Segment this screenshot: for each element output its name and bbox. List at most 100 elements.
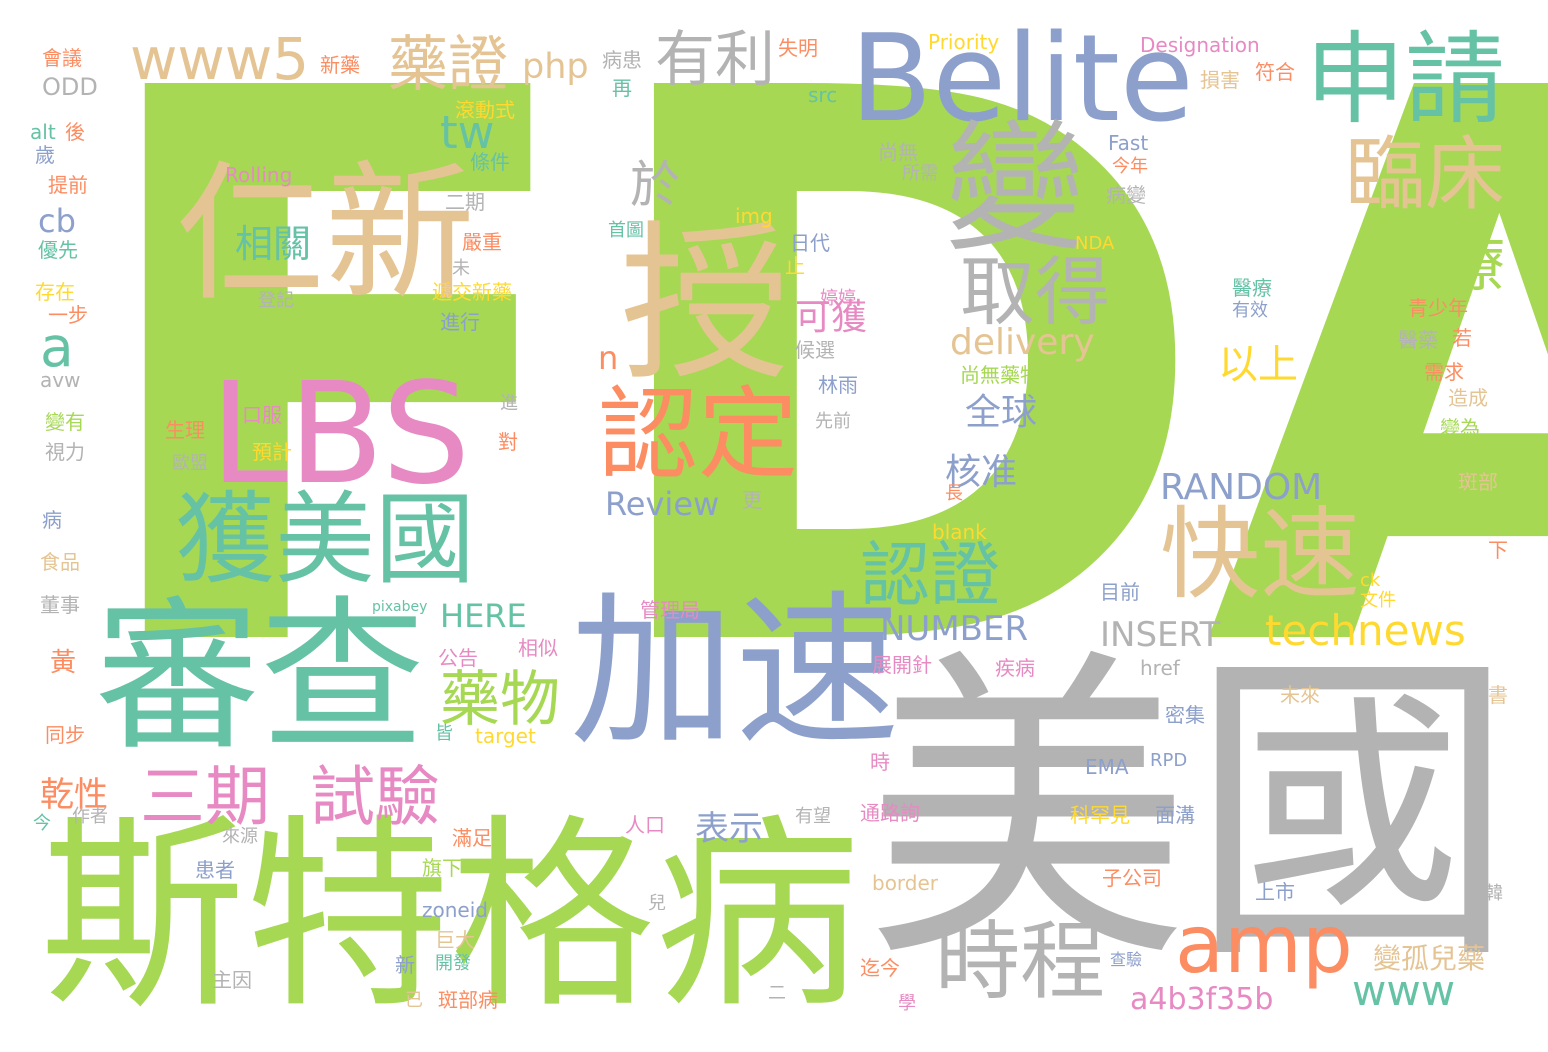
word-disease: 病 [42, 508, 62, 532]
word-random: RANDOM [1160, 467, 1323, 508]
word-obtain: 取得 [960, 248, 1111, 336]
word-again: 再 [612, 76, 632, 100]
word-become-have: 變有 [45, 410, 85, 434]
word-already: 已 [405, 990, 423, 1011]
word-bian: 變 [945, 108, 1086, 271]
word-so-far: 迄今 [860, 956, 900, 980]
word-rare: 科罕見 [1070, 803, 1130, 827]
word-below: 下 [1488, 538, 1508, 562]
word-fast-en: Fast [1108, 131, 1149, 155]
word-tingting: 婷婷 [820, 288, 856, 309]
word-two: 二 [768, 983, 786, 1004]
word-author: 作者 [72, 806, 108, 827]
word-pharma: 醫藥 [1398, 328, 1438, 352]
word-condition: 條件 [470, 150, 510, 174]
word-develop: 開發 [435, 953, 471, 974]
word-launch: 展開針 [872, 653, 932, 677]
word-oral: 口服 [242, 403, 282, 427]
word-new: 新 [395, 953, 415, 977]
word-timeline: 時程 [935, 913, 1106, 1012]
word-similar: 相似 [518, 636, 558, 660]
word-drug-license: 藥證 [388, 30, 508, 100]
word-one-step: 一步 [48, 303, 88, 327]
word-subsidiary: 旗下 [422, 856, 462, 880]
word-damage: 損害 [1200, 68, 1240, 92]
word-apply: 申請 [1305, 21, 1505, 138]
word-stop: 止 [785, 254, 805, 278]
word-recognize: 認定 [598, 376, 798, 493]
word-insert: INSERT [1100, 615, 1221, 655]
word-previous: 先前 [815, 411, 851, 432]
word-future: 未來 [1280, 683, 1320, 707]
word-priority-zh: 優先 [38, 238, 78, 262]
word-population: 人口 [625, 813, 665, 837]
word-express: 表示 [695, 809, 763, 849]
word-illness: 疾病 [995, 656, 1035, 680]
word-dry: 乾性 [40, 775, 108, 815]
word-admin: 管理局 [640, 598, 700, 622]
word-teen: 青少年 [1408, 296, 1468, 320]
word-macula: 斑部 [1458, 470, 1498, 494]
word-www5: www5 [130, 25, 310, 93]
word-document: 文件 [1360, 590, 1396, 611]
word-meet: 符合 [1255, 60, 1295, 84]
word-patients: 病患 [602, 48, 642, 72]
word-cb: cb [38, 202, 76, 240]
word-facing: 面溝 [1155, 803, 1195, 827]
word-fda: FDA [75, 0, 1548, 817]
word-obtainable: 可獲 [795, 297, 868, 338]
word-here: HERE [440, 597, 527, 635]
word-accelerate: 加速 [570, 576, 900, 768]
word-proceed: 進行 [440, 310, 480, 334]
word-priority: Priority [928, 30, 1000, 54]
word-rpd: RPD [1150, 750, 1188, 771]
word-food: 食品 [40, 550, 80, 574]
word-long: 長 [945, 483, 963, 504]
word-avw: avw [40, 368, 81, 392]
word-technews: technews [1265, 606, 1466, 655]
word-estimate: 預計 [252, 440, 292, 464]
word-candidate: 候選 [795, 338, 835, 362]
word-tw: tw [440, 106, 495, 159]
word-yu: 於 [630, 156, 680, 214]
word-grant: 授 [620, 206, 791, 404]
word-currently: 目前 [1100, 580, 1140, 604]
word-zoneid: zoneid [422, 898, 488, 922]
word-designation: Designation [1140, 33, 1260, 57]
word-huang: 黃 [50, 648, 77, 678]
word-child: 兒 [648, 893, 666, 914]
word-new-drug: 新藥 [320, 53, 360, 77]
word-all: 皆 [435, 723, 453, 744]
word-main-cause: 主因 [212, 968, 252, 992]
word-delivery: delivery [950, 322, 1095, 363]
word-huge: 巨大 [435, 928, 475, 952]
word-pixabey: pixabey [372, 599, 428, 615]
word-phase3: 三期 [140, 760, 271, 835]
word-channel: 通路詢 [860, 801, 920, 825]
word-register: 登記 [258, 290, 294, 311]
word-announce: 公告 [438, 646, 478, 670]
word-orphan-drug: 變孤兒藥 [1373, 942, 1486, 975]
word-favorable: 有利 [655, 25, 775, 95]
word-sync: 同步 [45, 723, 85, 747]
word-macular: 斑部病 [438, 988, 498, 1012]
word-review: 審查 [95, 581, 425, 773]
word-enter: 進 [500, 393, 518, 414]
word-physiology: 生理 [165, 418, 205, 442]
word-trial: 試驗 [310, 760, 441, 835]
word-medical: 醫療 [1232, 276, 1272, 300]
word-meiguo: 美國 [865, 623, 1515, 1002]
word-border: border [872, 871, 939, 895]
word-get-us: 獲美國 [175, 481, 475, 598]
word-above: 以上 [1218, 342, 1298, 388]
word-n: n [598, 339, 619, 377]
word-dense: 密集 [1165, 703, 1205, 727]
word-target: target [475, 724, 536, 748]
word-book: 書 [1488, 683, 1508, 707]
word-hopeful: 有望 [795, 806, 831, 827]
word-exist: 存在 [35, 280, 75, 304]
word-lesion: 病變 [1106, 183, 1146, 207]
word-korea: 韓 [1485, 883, 1503, 904]
word-ema: EMA [1085, 755, 1129, 779]
